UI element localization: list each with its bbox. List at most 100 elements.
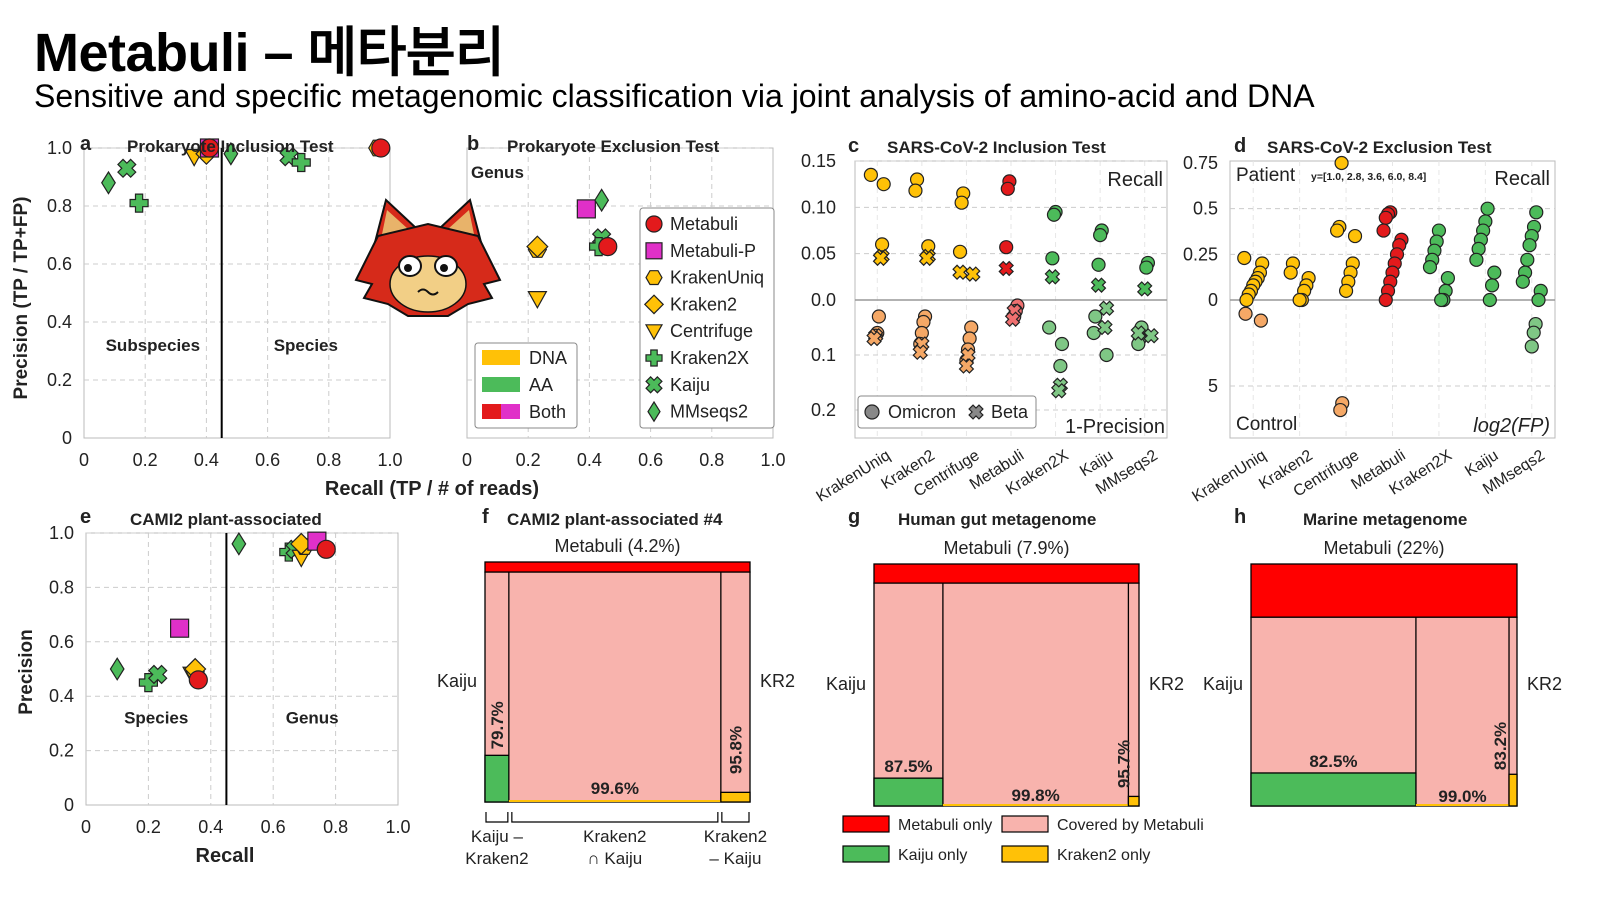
beta-fp-point bbox=[1050, 382, 1067, 399]
panel-g: Metabuli (7.9%) Kaiju KR2 87.5% 99.8% 95.7% g H… bbox=[826, 506, 1184, 807]
point-mmseqs2 bbox=[109, 657, 125, 681]
beta-recall-point-shape bbox=[1136, 281, 1153, 297]
metabuli-fraction-label: Metabuli (7.9%) bbox=[943, 538, 1069, 558]
point-metabuli bbox=[316, 539, 336, 559]
point-mmseqs2 bbox=[223, 141, 239, 166]
point-metabuli bbox=[188, 670, 208, 690]
legend-marker-centrifuge bbox=[644, 324, 664, 341]
x-tick-label: 1.0 bbox=[760, 450, 785, 470]
x-tick-label: 0.4 bbox=[194, 450, 219, 470]
legend-label: Kaiju bbox=[670, 375, 710, 395]
omicron-recall-point bbox=[1139, 260, 1154, 275]
legend-label: Omicron bbox=[888, 402, 956, 422]
beta-fp-point bbox=[1130, 325, 1147, 341]
recall-point bbox=[1334, 155, 1349, 171]
legend-swatch bbox=[482, 377, 520, 392]
x-tick-label: 1.0 bbox=[377, 450, 402, 470]
brace-label: – Kaiju bbox=[709, 849, 761, 868]
kraken2-pct-label: 95.7% bbox=[1115, 740, 1134, 788]
panel-b: 0 0.2 0.4 0.6 0.8 1.0 Genus b Prokaryote Exclusi… bbox=[325, 133, 786, 500]
kraken2-sliver bbox=[942, 804, 1129, 806]
point-metabuli bbox=[598, 237, 618, 257]
x-tick-label: 0.8 bbox=[699, 450, 724, 470]
legend-swatch bbox=[482, 350, 520, 365]
kr2-axis-label: KR2 bbox=[1149, 674, 1184, 694]
omicron-fp-point bbox=[1086, 325, 1101, 341]
x-tick-label: 0.6 bbox=[638, 450, 663, 470]
legend-marker-krakenuniq bbox=[645, 270, 663, 286]
panel-d: KrakenUniqKraken2CentrifugeMetabuliKrake… bbox=[1183, 135, 1556, 506]
pupil bbox=[404, 264, 412, 272]
beta-fp-point bbox=[1143, 327, 1159, 344]
legend-swatch bbox=[1001, 845, 1049, 863]
recall-point bbox=[1239, 292, 1254, 308]
brace-label: Kraken2 bbox=[704, 827, 767, 846]
point-kaiju-shape bbox=[148, 664, 168, 685]
beta-fp-point-shape bbox=[866, 330, 882, 347]
x-tick-label: 0 bbox=[81, 817, 91, 837]
legend-label: Metabuli only bbox=[898, 817, 992, 834]
kaiju-axis-label: Kaiju bbox=[826, 674, 866, 694]
omicron-recall-point bbox=[1093, 228, 1108, 243]
point-metabuli-p bbox=[576, 199, 596, 219]
omicron-recall-point bbox=[908, 183, 923, 198]
kaiju-only-block bbox=[484, 754, 510, 803]
panel-letter: h bbox=[1234, 506, 1246, 528]
legend-label: Both bbox=[529, 402, 566, 422]
panel-letter: c bbox=[848, 135, 859, 157]
brace bbox=[721, 812, 750, 823]
region-label: Genus bbox=[471, 163, 524, 182]
page-subtitle: Sensitive and specific metagenomic class… bbox=[34, 78, 1315, 114]
panel-e: 00 0.2 0.2 0.4 0.4 0.6 0.6 0.8 0.8 1.0 1.0 Species G… bbox=[16, 506, 411, 867]
omicron-recall-point bbox=[952, 244, 968, 259]
beta-fp-point bbox=[958, 358, 975, 374]
intersection-pct-label: 99.8% bbox=[1012, 786, 1060, 805]
legend-marker-mmseqs2 bbox=[647, 400, 661, 423]
plot-area bbox=[83, 147, 391, 439]
y-tick-label: 1.0 bbox=[49, 523, 74, 543]
kraken2-sliver bbox=[508, 800, 721, 802]
omicron-recall-point bbox=[1046, 207, 1062, 222]
omicron-fp-point bbox=[1053, 358, 1068, 374]
page-title: Metabuli – 메타분리 bbox=[34, 23, 505, 83]
point-mmseqs2 bbox=[231, 531, 247, 556]
y-tick-label: 0 bbox=[1208, 290, 1218, 310]
y-tick-label: 0.6 bbox=[49, 632, 74, 652]
metabuli-only-block bbox=[873, 563, 1140, 584]
point-kaiju-shape bbox=[117, 158, 137, 179]
legend-box bbox=[639, 207, 775, 429]
log2fp-point bbox=[1524, 339, 1539, 354]
omicron-fp-point bbox=[1099, 347, 1114, 363]
region-label: Genus bbox=[286, 708, 339, 727]
kaiju-pct-label: 87.5% bbox=[884, 757, 932, 776]
legend-tools: Metabuli Metabuli-P KrakenUniq Kraken2 Centr… bbox=[639, 207, 775, 429]
x-tick-label: 0.6 bbox=[261, 817, 286, 837]
x-tick-label: 0.2 bbox=[133, 450, 158, 470]
beta-recall-point bbox=[965, 266, 981, 282]
beta-fp-point-shape bbox=[1098, 300, 1115, 317]
recall-point bbox=[1522, 238, 1537, 253]
x-axis-label: Recall bbox=[196, 845, 255, 867]
legend-variants: Omicron Beta bbox=[857, 395, 1037, 429]
beta-fp-point-shape bbox=[912, 344, 929, 361]
covered-block bbox=[873, 582, 1140, 807]
omicron-recall-point bbox=[1091, 257, 1106, 272]
recall-point bbox=[1482, 292, 1497, 308]
recall-label: Recall bbox=[1494, 168, 1550, 190]
recall-point bbox=[1330, 223, 1345, 238]
control-label: Control bbox=[1236, 414, 1297, 435]
point-kraken2 bbox=[526, 235, 549, 258]
legend-marker-kraken2x bbox=[645, 349, 663, 367]
y-tick-label: 0.2 bbox=[47, 370, 72, 390]
recall-point bbox=[1520, 252, 1535, 267]
beta-fp-point-shape bbox=[1050, 382, 1067, 399]
legend-label: KrakenUniq bbox=[670, 268, 764, 288]
log2fp-point bbox=[1253, 313, 1268, 328]
legend-label: Covered by Metabuli bbox=[1057, 817, 1204, 834]
recall-point bbox=[1237, 250, 1252, 266]
y-tick-label: 0.75 bbox=[1183, 153, 1218, 173]
beta-fp-point bbox=[912, 344, 929, 361]
beta-fp-point-shape bbox=[1097, 319, 1113, 336]
y-axis-label: Precision bbox=[16, 629, 37, 715]
